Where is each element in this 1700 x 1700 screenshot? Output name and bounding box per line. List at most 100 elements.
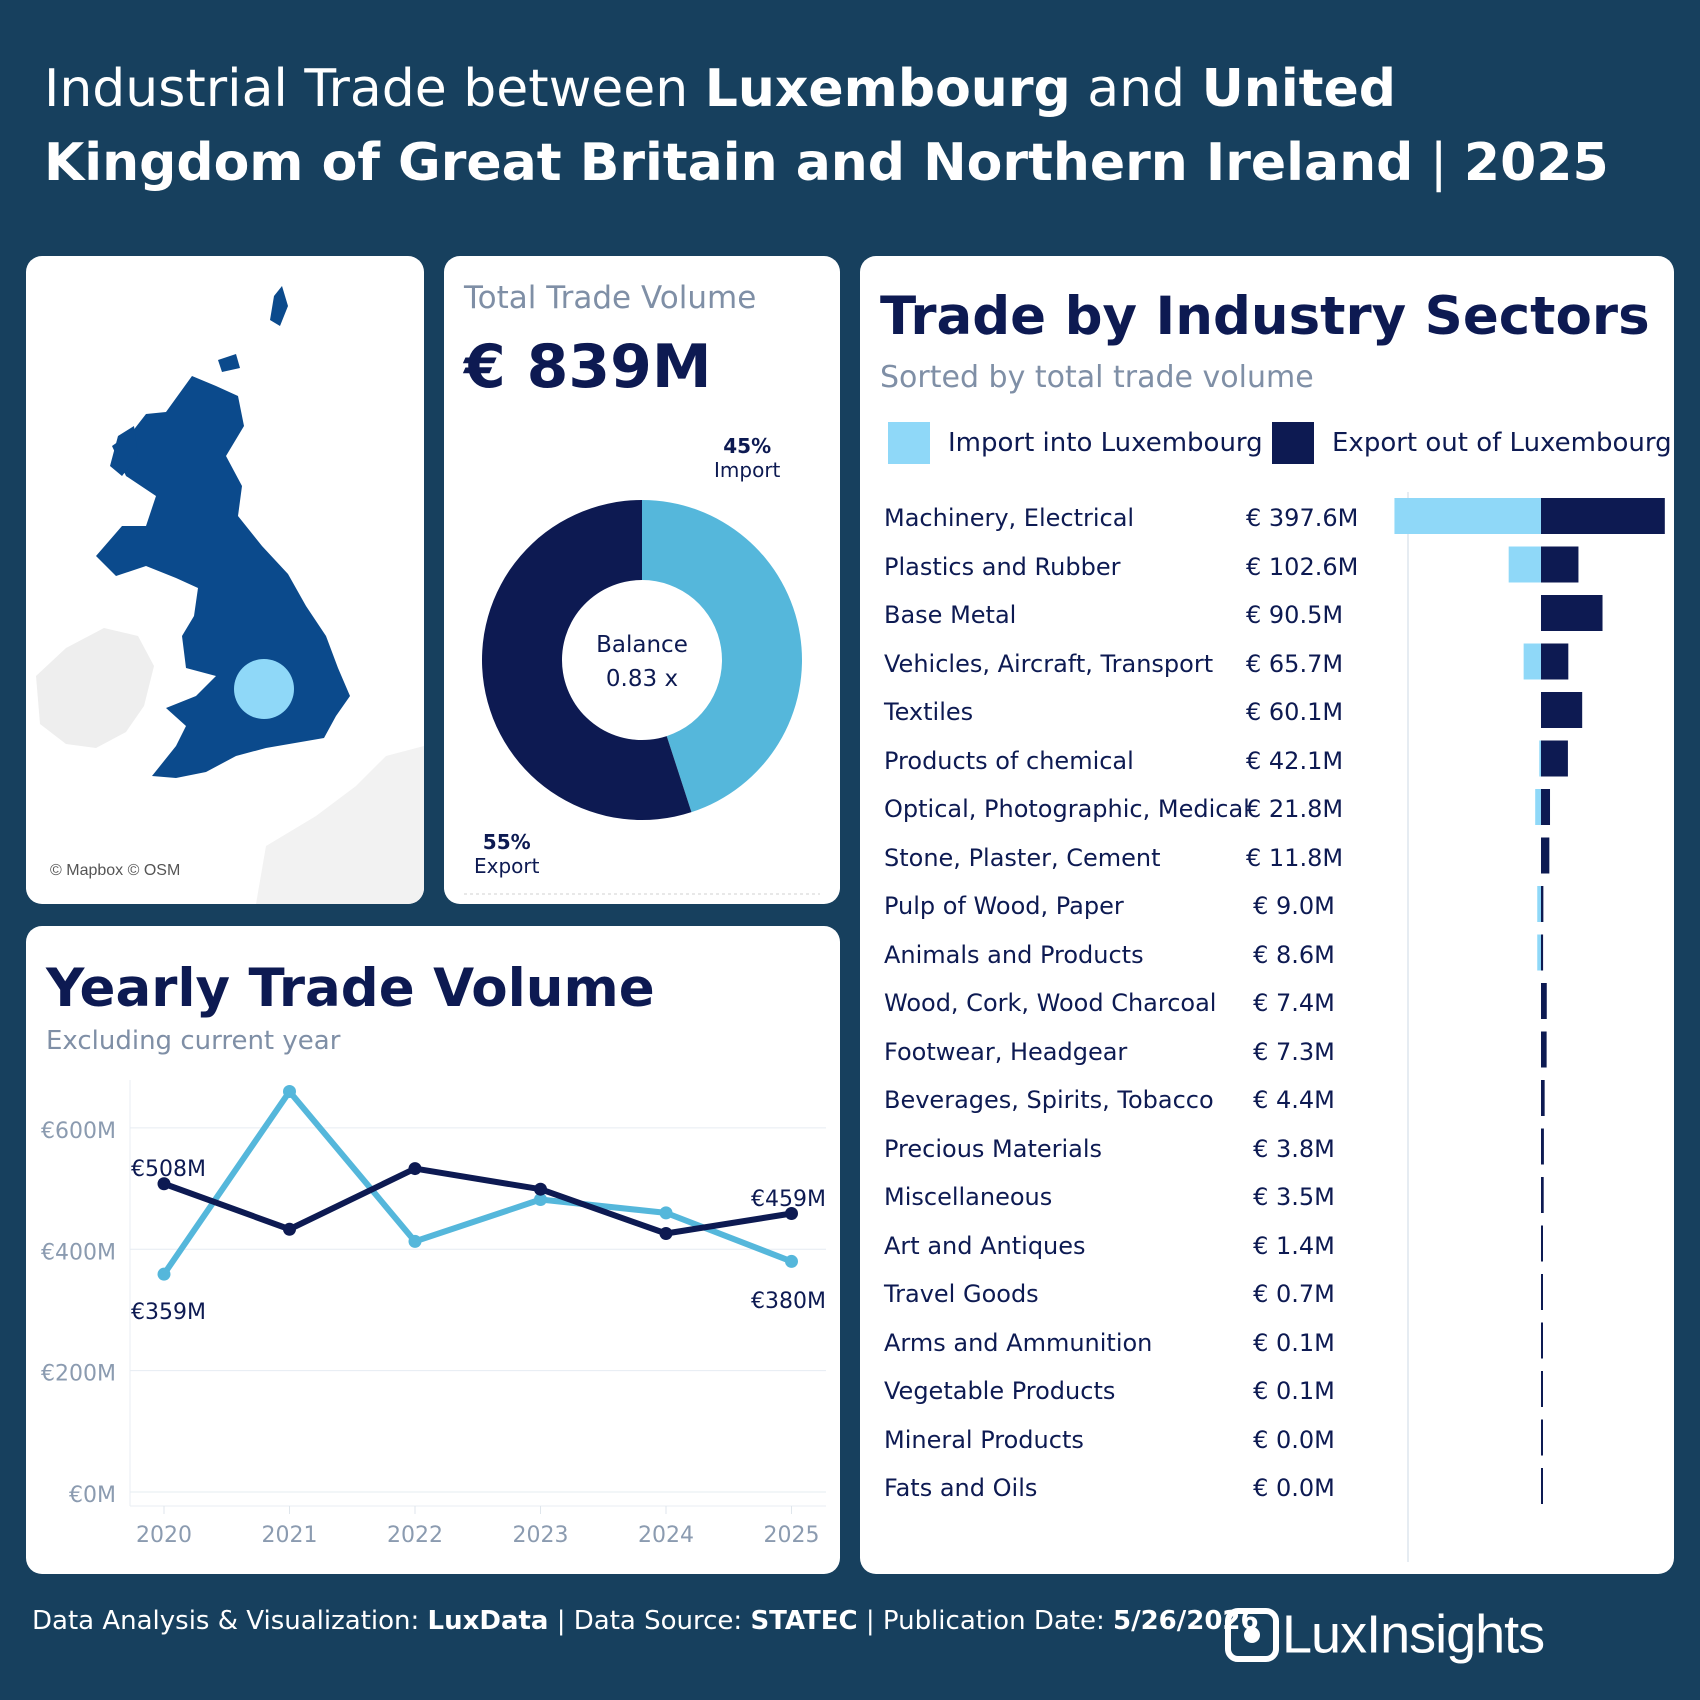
sector-row[interactable]: Plastics and Rubber € 102.6M [860, 545, 1674, 595]
sector-row[interactable]: Base Metal € 90.5M [860, 593, 1674, 643]
export-point [157, 1177, 171, 1191]
sector-total: € 0.0M [1253, 1474, 1335, 1502]
yearly-subtitle: Excluding current year [46, 1026, 341, 1056]
sector-row[interactable]: Pulp of Wood, Paper € 9.0M [860, 884, 1674, 934]
sector-name: Stone, Plaster, Cement [884, 843, 1161, 872]
import-point [534, 1193, 547, 1207]
sector-total: € 8.6M [1253, 940, 1335, 969]
sector-total: € 21.8M [1246, 795, 1344, 823]
sector-name: Optical, Photographic, Medical [884, 795, 1250, 823]
sector-name: Base Metal [884, 601, 1017, 629]
label-import-last: €380M [751, 1289, 826, 1314]
import-point [157, 1267, 171, 1281]
sector-total: € 0.1M [1253, 1328, 1335, 1357]
continent-shape [256, 746, 424, 904]
sector-name: Products of chemical [884, 746, 1134, 775]
sector-row[interactable]: Products of chemical € 42.1M [860, 739, 1674, 789]
sector-row[interactable]: Footwear, Headgear € 7.3M [860, 1030, 1674, 1080]
sector-total: € 0.0M [1253, 1425, 1335, 1454]
export-series-line [162, 1165, 792, 1237]
sectors-subtitle: Sorted by total trade volume [880, 360, 1314, 395]
x-tick-label: 2021 [262, 1523, 318, 1548]
sector-name: Travel Goods [884, 1280, 1039, 1308]
legend-export-swatch [1272, 422, 1314, 464]
sector-total: € 90.5M [1246, 601, 1344, 629]
sector-row[interactable]: Precious Materials € 3.8M [860, 1127, 1674, 1177]
sector-row[interactable]: Vehicles, Aircraft, Transport € 65.7M [860, 642, 1674, 692]
sector-name: Fats and Oils [884, 1474, 1038, 1502]
yearly-title: Yearly Trade Volume [46, 958, 655, 1019]
sector-name: Footwear, Headgear [884, 1037, 1128, 1066]
sector-total: € 7.4M [1253, 989, 1335, 1017]
total-trade-label: Total Trade Volume [464, 280, 757, 316]
sector-name: Precious Materials [884, 1134, 1103, 1163]
sector-row[interactable]: Vegetable Products € 0.1M [860, 1369, 1674, 1419]
logo-icon [1225, 1607, 1279, 1662]
sector-name: Mineral Products [884, 1425, 1084, 1454]
uk-map[interactable] [26, 256, 424, 904]
sector-row[interactable]: Animals and Products € 8.6M [860, 933, 1674, 983]
sector-total: € 0.1M [1253, 1377, 1335, 1405]
sector-name: Plastics and Rubber [884, 552, 1121, 581]
footer-credits: Data Analysis & Visualization: LuxData |… [32, 1606, 1259, 1636]
donut-export-slice [482, 500, 692, 820]
sector-name: Arms and Ammunition [884, 1328, 1153, 1357]
export-point [534, 1182, 547, 1196]
total-trade-value: € 839M [464, 332, 712, 402]
sector-row[interactable]: Arms and Ammunition € 0.1M [860, 1321, 1674, 1371]
x-tick-label: 2024 [638, 1523, 694, 1548]
map-card: © Mapbox © OSM [26, 256, 424, 904]
sector-row[interactable]: Art and Antiques € 1.4M [860, 1224, 1674, 1274]
donut-import-slice [642, 500, 803, 813]
ireland-shape [36, 628, 154, 748]
sector-total: € 3.5M [1253, 1183, 1335, 1211]
page-title: Industrial Trade between Luxembourg and … [44, 59, 1609, 193]
x-tick-label: 2025 [764, 1523, 820, 1548]
import-point [659, 1206, 673, 1220]
sector-row[interactable]: Wood, Cork, Wood Charcoal € 7.4M [860, 981, 1674, 1031]
sector-row[interactable]: Stone, Plaster, Cement € 11.8M [860, 836, 1674, 886]
orkney-shape [218, 354, 240, 372]
sector-row[interactable]: Travel Goods € 0.7M [860, 1272, 1674, 1322]
import-point [408, 1234, 422, 1248]
export-point [659, 1227, 673, 1241]
export-point [785, 1206, 798, 1220]
sector-total: € 42.1M [1246, 746, 1344, 775]
sector-row[interactable]: Optical, Photographic, Medical € 21.8M [860, 787, 1674, 837]
export-point [283, 1222, 296, 1236]
sector-row[interactable]: Miscellaneous € 3.5M [860, 1175, 1674, 1225]
label-export-first: €508M [131, 1157, 206, 1182]
label-import-first: €359M [131, 1300, 206, 1325]
sector-total: € 397.6M [1246, 504, 1359, 532]
sector-total: € 9.0M [1253, 892, 1335, 920]
sector-total: € 4.4M [1253, 1086, 1335, 1114]
sector-row[interactable]: Mineral Products € 0.0M [860, 1418, 1674, 1468]
sector-row[interactable]: Beverages, Spirits, Tobacco € 4.4M [860, 1078, 1674, 1128]
sector-name: Machinery, Electrical [884, 504, 1135, 532]
legend-import-label[interactable]: Import into Luxembourg [948, 428, 1263, 458]
trade-donut-chart[interactable] [444, 256, 840, 904]
location-marker [234, 659, 294, 719]
sector-row[interactable]: Machinery, Electrical € 397.6M [860, 496, 1674, 546]
sector-row[interactable]: Fats and Oils € 0.0M [860, 1466, 1674, 1516]
export-share-label: 55% Export [474, 830, 540, 878]
sectors-card: Trade by Industry Sectors Sorted by tota… [860, 256, 1674, 1574]
x-tick-label: 2023 [513, 1523, 569, 1548]
yearly-line-chart[interactable]: €600M €400M €200M €0M 2020 2021 2022 2023 2024 20… [26, 926, 840, 1574]
sector-total: € 11.8M [1246, 843, 1344, 872]
sector-name: Vegetable Products [884, 1377, 1116, 1405]
import-series-line [161, 1088, 793, 1276]
legend-export-label[interactable]: Export out of Luxembourg [1332, 428, 1672, 458]
export-point [408, 1162, 422, 1176]
sector-name: Pulp of Wood, Paper [884, 892, 1124, 920]
scotland-islands [110, 426, 138, 476]
y-tick-label: €600M [41, 1119, 116, 1144]
y-tick-label: €400M [41, 1240, 116, 1265]
sector-row[interactable]: Textiles € 60.1M [860, 690, 1674, 740]
yearly-trade-card: Yearly Trade Volume Excluding current ye… [26, 926, 840, 1574]
legend-import-swatch [888, 422, 930, 464]
sector-total: € 0.7M [1253, 1280, 1335, 1308]
import-point [785, 1254, 798, 1268]
sector-total: € 102.6M [1246, 552, 1359, 581]
luxinsights-logo: LuxInsights [1222, 1600, 1545, 1666]
